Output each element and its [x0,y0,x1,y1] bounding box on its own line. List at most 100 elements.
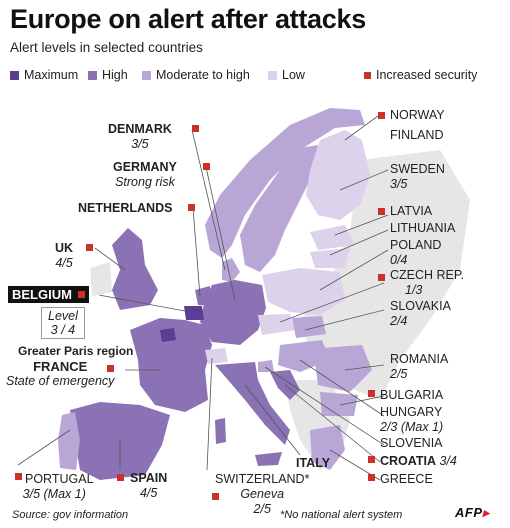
label-uk: UK 4/5 [55,241,73,271]
country-bulgaria [320,392,358,416]
switzerland-city: Geneva [240,487,285,501]
legend-maximum: Maximum [10,68,78,82]
spain-level: 4/5 [139,486,158,500]
region-greater-paris [160,328,176,342]
bulgaria-name: BULGARIA [380,388,444,402]
leader-lines [17,115,389,481]
legend-moderate: Moderate to high [142,68,250,82]
croatia-name: CROATIA [380,454,437,468]
legend-increased-security-label: Increased security [376,68,478,82]
croatia-level: 3/4 [439,454,457,468]
label-czech: CZECH REP. 1/3 [390,268,464,298]
label-bulgaria: BULGARIA [380,388,443,403]
slovakia-name: SLOVAKIA [390,299,451,313]
legend-maximum-swatch [10,70,19,80]
legend-increased-security-square [364,71,371,79]
finland-name: FINLAND [390,128,444,142]
germany-level: Strong risk [115,175,175,189]
country-switzerland [205,348,228,364]
label-poland: POLAND 0/4 [390,238,441,268]
island-sardinia [215,418,226,444]
source-note: Source: gov information [12,509,129,521]
label-sweden: SWEDEN 3/5 [390,162,445,192]
label-paris: Greater Paris region [18,344,133,359]
uk-name: UK [55,241,74,255]
country-denmark [222,258,240,282]
label-slovakia: SLOVAKIA 2/4 [390,299,451,329]
country-norway [205,108,365,258]
country-ireland [90,262,112,296]
hungary-name: HUNGARY [380,405,443,419]
legend-low-label: Low [282,68,305,82]
country-czech [258,314,295,335]
country-portugal [58,412,80,470]
label-croatia: CROATIA 3/4 [380,454,457,469]
romania-name: ROMANIA [390,352,449,366]
label-belgium: BELGIUM [8,286,89,303]
legend-moderate-swatch [142,70,151,80]
poland-name: POLAND [390,238,442,252]
greece-name: GREECE [380,472,433,486]
map-title: Europe on alert after attacks [10,4,366,34]
norway-name: NORWAY [390,108,445,122]
belgium-level-box: Level 3 / 4 [41,307,85,339]
country-germany [200,280,266,345]
legend-moderate-label: Moderate to high [156,68,250,82]
country-latvia [310,225,355,250]
country-sweden [240,145,318,272]
country-finland [306,130,370,220]
uk-level: 4/5 [55,256,73,270]
switzerland-name: SWITZERLAND* [215,472,310,486]
paris-name: Greater Paris region [18,344,134,358]
label-spain: SPAIN 4/5 [130,471,167,501]
label-finland: FINLAND [390,128,443,143]
switzerland-level: 2/5 [253,502,271,516]
lithuania-name: LITHUANIA [390,221,456,235]
netherlands-name: NETHERLANDS [78,201,173,215]
belgium-name: BELGIUM [12,287,72,302]
country-netherlands [195,286,210,306]
denmark-level: 3/5 [131,137,149,151]
label-norway: NORWAY [390,108,445,123]
czech-name: CZECH REP. [390,268,465,282]
label-greece: GREECE [380,472,433,487]
label-france: FRANCE State of emergency [6,359,114,389]
country-uk [112,228,158,310]
legend-high: High [88,68,128,82]
label-slovenia: SLOVENIA [380,436,443,451]
island-sicily [255,452,282,466]
country-italy [215,362,290,445]
country-france [130,318,212,412]
belgium-level-label: Level [48,309,78,323]
map-subtitle: Alert levels in selected countries [10,40,203,55]
spain-name: SPAIN [130,471,168,485]
afp-logo: AFP▸ [455,505,490,521]
label-hungary: HUNGARY 2/3 (Max 1) [380,405,443,435]
label-netherlands: NETHERLANDS [78,201,172,216]
poland-level: 0/4 [390,253,408,267]
label-italy: ITALY [296,456,330,471]
label-switzerland: SWITZERLAND* Geneva 2/5 [215,472,309,517]
czech-level: 1/3 [405,283,423,297]
denmark-name: DENMARK [108,122,172,136]
label-denmark: DENMARK 3/5 [108,122,172,152]
portugal-level: 3/5 (Max 1) [22,487,86,501]
footnote: *No national alert system [280,509,403,521]
country-belgium [184,306,204,320]
country-greece [310,425,345,470]
country-poland [262,268,345,315]
germany-name: GERMANY [113,160,177,174]
country-romania [315,345,372,392]
belgium-security-marker [77,291,85,298]
france-level: State of emergency [6,374,115,388]
slovakia-level: 2/4 [390,314,408,328]
italy-name: ITALY [296,456,331,470]
legend-maximum-label: Maximum [24,68,79,82]
label-romania: ROMANIA 2/5 [390,352,448,382]
label-germany: GERMANY Strong risk [113,160,177,190]
afp-logo-text: AFP [455,505,483,520]
latvia-name: LATVIA [390,204,433,218]
belgium-level-value: 3 / 4 [50,323,76,337]
country-slovakia [292,316,326,338]
